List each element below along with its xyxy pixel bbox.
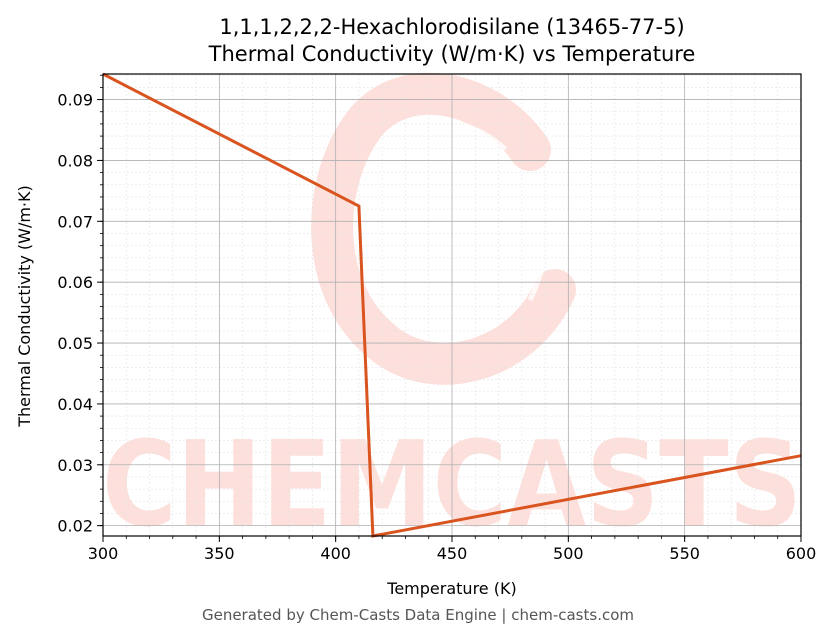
x-tick-label: 550 [669,544,700,563]
x-axis-label: Temperature (K) [386,579,516,598]
y-tick-labels: 0.02 0.03 0.04 0.05 0.06 0.07 0.08 0.09 [57,91,93,536]
y-tick-label: 0.06 [57,273,93,292]
watermark-logo [311,72,576,385]
y-tick-label: 0.09 [57,91,93,110]
series-line [102,72,802,538]
x-tick-label: 600 [786,544,817,563]
x-tick-label: 400 [320,544,351,563]
footer-text: Generated by Chem-Casts Data Engine | ch… [201,606,635,624]
y-tick-label: 0.07 [57,212,93,231]
ticks [97,74,802,542]
x-tick-label: 300 [88,544,119,563]
y-tick-label: 0.04 [57,395,93,414]
y-tick-label: 0.05 [57,334,93,353]
series-group [102,72,802,538]
y-tick-label: 0.08 [57,151,93,170]
y-tick-label: 0.03 [57,456,93,475]
x-tick-label: 350 [204,544,235,563]
y-axis-label: Thermal Conductivity (W/m·K) [15,185,34,428]
x-tick-label: 450 [437,544,468,563]
chart-title-line1: 1,1,1,2,2,2-Hexachlorodisilane (13465-77… [219,15,684,39]
x-tick-labels: 300 350 400 450 500 550 600 [88,544,817,563]
x-tick-label: 500 [553,544,584,563]
chart-title-line2: Thermal Conductivity (W/m·K) vs Temperat… [208,42,696,66]
y-tick-label: 0.02 [57,517,93,536]
